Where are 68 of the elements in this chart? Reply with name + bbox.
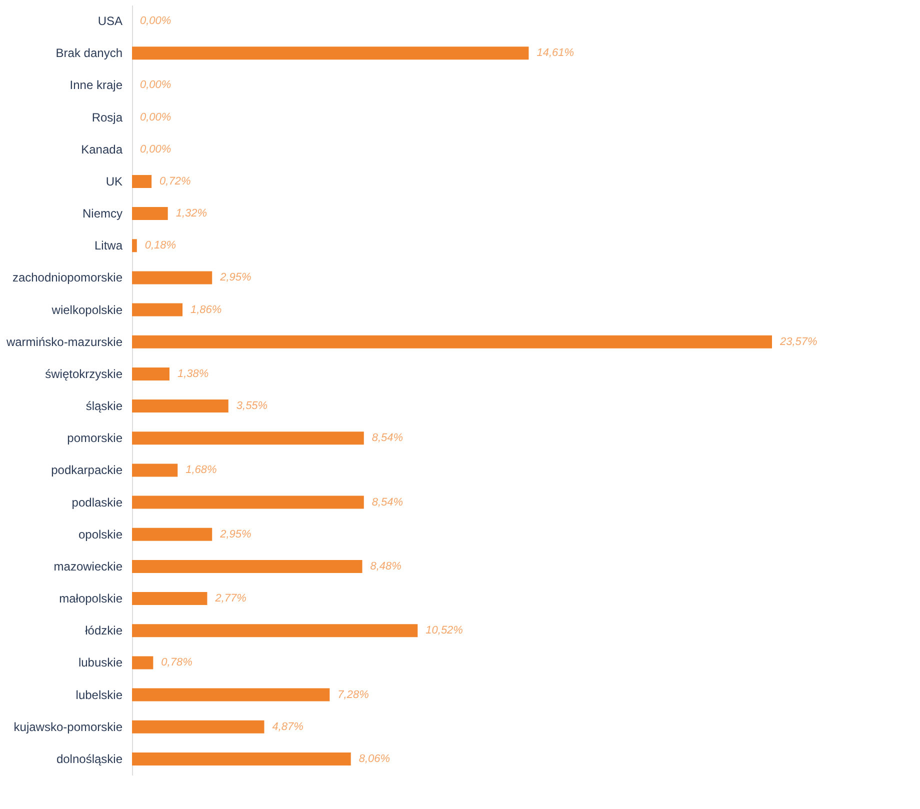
data-label: 2,77% <box>214 592 247 605</box>
bar <box>132 624 418 638</box>
y-tick-label: Inne kraje <box>70 78 123 92</box>
data-label: 3,55% <box>236 400 268 412</box>
y-tick-label: łódzkie <box>85 624 123 638</box>
bar <box>132 688 330 702</box>
data-label: 0,78% <box>161 656 193 669</box>
data-label: 1,68% <box>186 464 218 476</box>
y-tick-label: podlaskie <box>72 495 123 510</box>
y-tick-label: Kanada <box>81 142 123 156</box>
bar <box>132 400 228 413</box>
data-label: 8,54% <box>372 496 404 508</box>
bar <box>132 335 772 348</box>
y-tick-label: dolnośląskie <box>56 752 123 766</box>
data-label: 1,86% <box>190 304 222 316</box>
bar <box>132 174 152 188</box>
data-label: 7,28% <box>338 688 370 701</box>
data-label: 0,00% <box>140 15 172 28</box>
bar <box>132 207 168 220</box>
y-tick-label: USA <box>98 14 122 28</box>
bar <box>132 720 264 734</box>
data-label: 0,18% <box>144 240 176 252</box>
y-tick-label: wielkopolskie <box>50 302 123 317</box>
bar <box>132 239 137 252</box>
data-label: 2,95% <box>219 272 252 284</box>
data-label: 0,00% <box>140 79 172 92</box>
data-label: 10,52% <box>426 624 464 637</box>
y-tick-label: pomorskie <box>67 431 123 446</box>
y-tick-label: kujawsko-pomorskie <box>14 720 123 734</box>
y-tick-label: lubuskie <box>78 656 123 670</box>
data-label: 0,72% <box>160 175 191 188</box>
bar <box>132 528 212 541</box>
y-tick-label: opolskie <box>78 527 123 542</box>
y-tick-label: podkarpackie <box>51 463 123 478</box>
y-tick-label: Niemcy <box>82 206 122 221</box>
y-tick-label: świętokrzyskie <box>45 366 123 381</box>
data-label: 1,38% <box>177 368 209 380</box>
y-tick-label: małopolskie <box>59 592 123 606</box>
y-tick-label: mazowieckie <box>54 559 123 574</box>
data-label: 0,00% <box>140 143 172 156</box>
data-label: 0,00% <box>140 111 172 124</box>
bar <box>132 271 212 284</box>
data-label: 14,61% <box>536 47 574 60</box>
bar <box>132 656 154 670</box>
bar <box>132 752 351 766</box>
bar <box>132 464 178 477</box>
data-label: 8,48% <box>370 560 402 572</box>
data-label: 2,95% <box>219 528 252 540</box>
bar <box>132 496 364 509</box>
bar <box>132 560 362 573</box>
y-tick-label: lubelskie <box>76 688 123 702</box>
y-tick-label: Rosja <box>92 110 123 124</box>
data-label: 4,87% <box>272 720 304 733</box>
y-tick-label: Brak danych <box>56 46 122 60</box>
y-tick-label: UK <box>106 174 122 188</box>
bar <box>132 432 364 445</box>
y-tick-label: Litwa <box>94 238 123 253</box>
bar <box>132 303 183 316</box>
bar <box>132 46 529 60</box>
y-tick-label: warmińsko-mazurskie <box>5 334 123 349</box>
data-label: 23,57% <box>779 336 818 348</box>
y-tick-label: zachodniopomorskie <box>12 270 123 285</box>
bar <box>132 592 208 606</box>
data-label: 8,54% <box>372 432 404 444</box>
y-tick-label: śląskie <box>86 399 123 414</box>
bar <box>132 367 170 380</box>
data-label: 1,32% <box>176 208 208 220</box>
data-label: 8,06% <box>358 752 390 765</box>
